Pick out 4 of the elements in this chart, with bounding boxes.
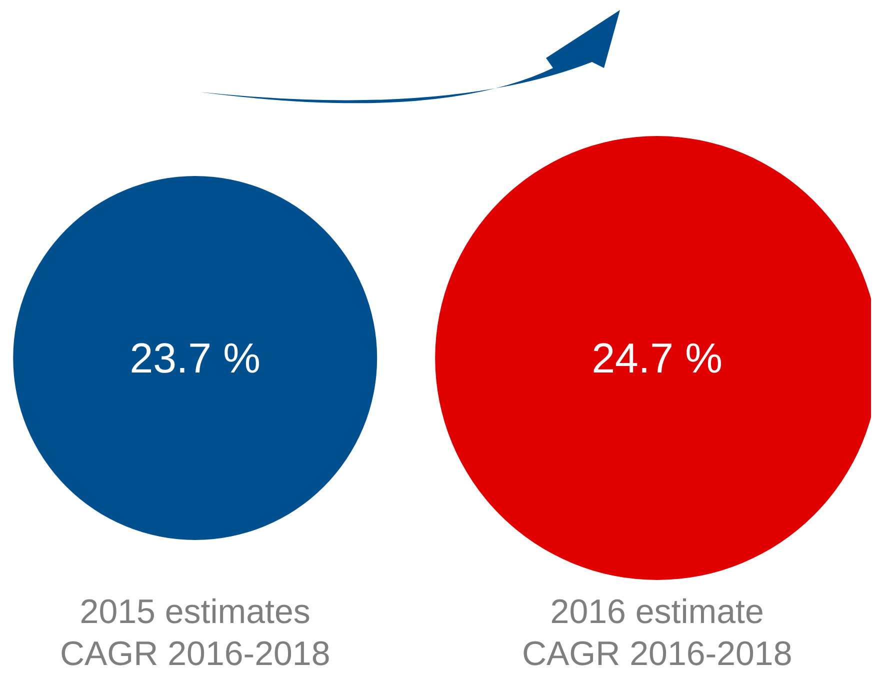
category-label: 2016 estimate CAGR 2016-2018: [522, 593, 792, 673]
data-label: 23.7 %: [130, 334, 260, 382]
data-label: 24.7 %: [592, 334, 722, 382]
category-label: 2015 estimates CAGR 2016-2018: [60, 593, 330, 673]
